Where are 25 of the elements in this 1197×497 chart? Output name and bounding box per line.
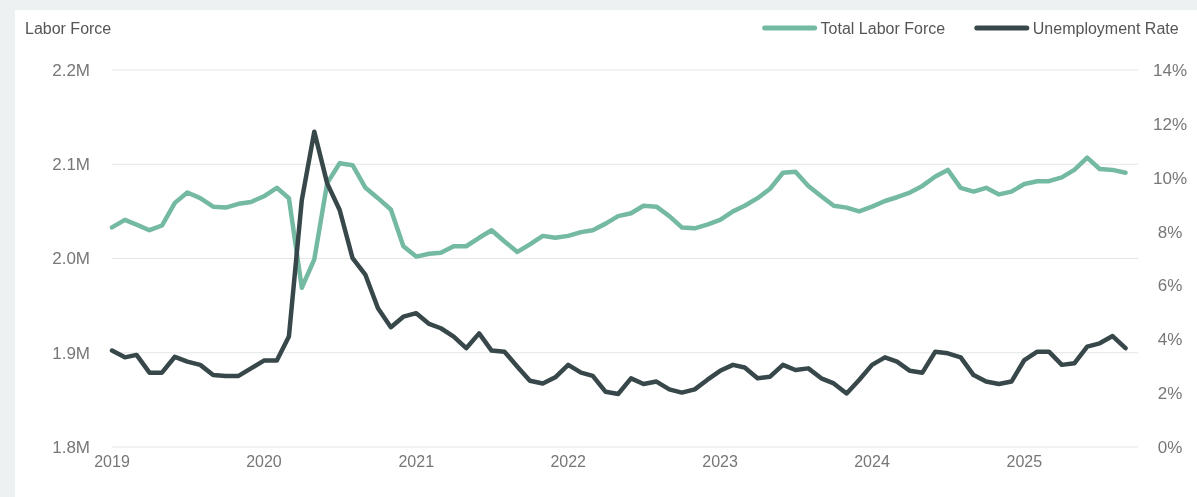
legend-label: Unemployment Rate xyxy=(1032,20,1179,37)
y-tick-label: 1.9M xyxy=(52,343,90,363)
y2-tick-label: 6% xyxy=(1157,276,1183,296)
line-series xyxy=(109,155,1128,290)
y-tick-label: 2.2M xyxy=(52,60,90,80)
legend-label: Total Labor Force xyxy=(820,20,946,37)
y2-tick-label: 14% xyxy=(1152,60,1188,80)
x-tick-label: 2025 xyxy=(1006,453,1043,470)
x-tick-label: 2021 xyxy=(398,453,435,470)
x-tick-label: 2023 xyxy=(702,453,739,470)
y2-tick-label: 10% xyxy=(1152,168,1188,188)
y2-tick-label: 12% xyxy=(1152,114,1188,134)
x-tick-label: 2019 xyxy=(94,453,130,470)
y-tick-label: 2.1M xyxy=(52,155,90,175)
x-tick-label: 2022 xyxy=(550,453,587,470)
y-tick-label: 2.0M xyxy=(52,249,90,269)
y2-tick-label: 2% xyxy=(1157,384,1183,404)
y2-tick-label: 8% xyxy=(1157,222,1183,242)
y-tick-label: 1.8M xyxy=(52,437,90,457)
x-tick-label: 2020 xyxy=(246,453,282,470)
x-tick-label: 2024 xyxy=(854,453,890,470)
y2-tick-label: 4% xyxy=(1157,330,1183,350)
y-axis-title: Labor Force xyxy=(25,20,112,37)
y2-tick-label: 0% xyxy=(1157,437,1183,457)
line-series xyxy=(109,129,1128,397)
